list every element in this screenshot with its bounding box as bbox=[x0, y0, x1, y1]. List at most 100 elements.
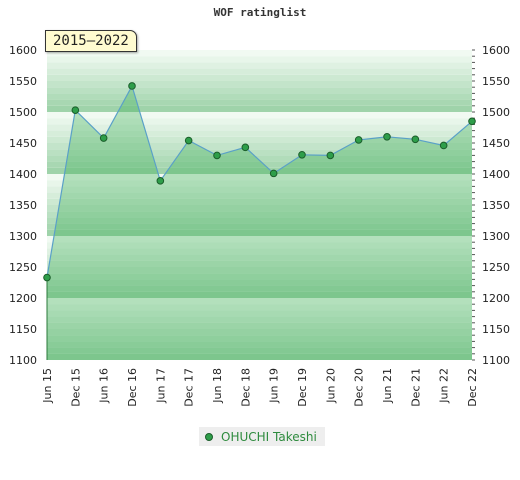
x-tick-label: Dec 16 bbox=[126, 368, 139, 407]
legend[interactable]: OHUCHI Takeshi bbox=[199, 427, 325, 446]
x-tick-label: Dec 20 bbox=[353, 368, 366, 407]
y-tick-label-left: 1450 bbox=[9, 137, 37, 150]
x-axis: Jun 15 Dec 15 Jun 16 Dec 16 Jun 17 Dec 17 Jun … bbox=[41, 368, 479, 407]
background-band bbox=[47, 273, 472, 280]
data-point[interactable] bbox=[439, 141, 448, 150]
background-band bbox=[47, 174, 472, 181]
background-band bbox=[47, 68, 472, 75]
x-tick-label: Dec 22 bbox=[466, 368, 479, 407]
background-band bbox=[47, 291, 472, 298]
background-band bbox=[47, 353, 472, 360]
background-band bbox=[47, 118, 472, 125]
background-band bbox=[47, 81, 472, 88]
data-point[interactable] bbox=[184, 136, 193, 145]
y-tick-label-right: 1450 bbox=[482, 137, 510, 150]
x-tick-label: Jun 15 bbox=[41, 368, 54, 404]
background-band bbox=[47, 50, 472, 57]
data-point[interactable] bbox=[99, 134, 108, 142]
minor-ticks bbox=[472, 49, 475, 361]
background-band bbox=[47, 285, 472, 292]
y-tick-label-right: 1200 bbox=[482, 292, 510, 305]
background-band bbox=[47, 298, 472, 305]
y-tick-label-right: 1500 bbox=[482, 106, 510, 119]
y-tick-label-right: 1400 bbox=[482, 168, 510, 181]
background-band bbox=[47, 304, 472, 311]
period-badge: 2015–2022 bbox=[45, 30, 137, 52]
x-tick-label: Jun 17 bbox=[154, 368, 167, 404]
y-tick-label-left: 1600 bbox=[9, 44, 37, 57]
background-band bbox=[47, 254, 472, 261]
background-band bbox=[47, 112, 472, 119]
background-band bbox=[47, 316, 472, 323]
data-point[interactable] bbox=[468, 117, 476, 126]
data-points bbox=[43, 82, 476, 282]
data-point[interactable] bbox=[128, 82, 136, 90]
x-tick-label: Jun 18 bbox=[211, 368, 224, 404]
y-tick-label-right: 1250 bbox=[482, 261, 510, 274]
background-band bbox=[47, 149, 472, 156]
y-tick-label-right: 1150 bbox=[482, 323, 510, 336]
background-band bbox=[47, 99, 472, 106]
data-point[interactable] bbox=[43, 273, 51, 282]
background-band bbox=[47, 205, 472, 212]
background-band bbox=[47, 267, 472, 274]
x-tick-label: Dec 15 bbox=[69, 368, 82, 407]
data-point[interactable] bbox=[383, 133, 391, 141]
background-band bbox=[47, 136, 472, 143]
background-band bbox=[47, 198, 472, 205]
x-tick-label: Jun 22 bbox=[438, 368, 451, 404]
background-band bbox=[47, 124, 472, 131]
background-band bbox=[47, 93, 472, 100]
background-band bbox=[47, 211, 472, 218]
data-point[interactable] bbox=[71, 106, 80, 114]
background-band bbox=[47, 229, 472, 236]
background-band bbox=[47, 329, 472, 336]
x-tick-label: Dec 21 bbox=[409, 368, 422, 407]
y-tick-label-right: 1600 bbox=[482, 44, 510, 57]
y-tick-label-right: 1300 bbox=[482, 230, 510, 243]
x-tick-label: Dec 18 bbox=[239, 368, 252, 407]
y-axis-left: 1100 1150 1200 1250 1300 1350 1400 1450 1500 1550… bbox=[9, 44, 37, 367]
x-tick-label: Jun 21 bbox=[381, 368, 394, 404]
x-tick-label: Dec 19 bbox=[296, 368, 309, 407]
background-band bbox=[47, 105, 472, 112]
data-point[interactable] bbox=[298, 150, 306, 159]
data-point[interactable] bbox=[156, 177, 165, 185]
y-tick-label-left: 1400 bbox=[9, 168, 37, 181]
data-point[interactable] bbox=[213, 151, 221, 160]
data-point[interactable] bbox=[241, 143, 250, 152]
rating-area bbox=[47, 86, 472, 360]
y-tick-label-left: 1250 bbox=[9, 261, 37, 274]
background-band bbox=[47, 347, 472, 354]
background-band bbox=[47, 62, 472, 69]
y-tick-label-left: 1100 bbox=[9, 354, 37, 367]
background-band bbox=[47, 130, 472, 137]
y-tick-label-right: 1100 bbox=[482, 354, 510, 367]
y-tick-label-left: 1200 bbox=[9, 292, 37, 305]
background-band bbox=[47, 322, 472, 329]
background-band bbox=[47, 217, 472, 224]
background-band bbox=[47, 180, 472, 187]
y-tick-label-left: 1350 bbox=[9, 199, 37, 212]
data-point[interactable] bbox=[411, 135, 420, 144]
background-band bbox=[47, 161, 472, 168]
y-tick-label-right: 1550 bbox=[482, 75, 510, 88]
data-point[interactable] bbox=[354, 136, 363, 144]
y-tick-label-left: 1550 bbox=[9, 75, 37, 88]
background-band bbox=[47, 279, 472, 286]
data-point[interactable] bbox=[326, 151, 335, 160]
x-tick-label: Jun 20 bbox=[324, 368, 337, 404]
background-band bbox=[47, 260, 472, 267]
background-band bbox=[47, 223, 472, 230]
x-tick-label: Dec 17 bbox=[183, 368, 196, 407]
background-band bbox=[47, 335, 472, 342]
data-point[interactable] bbox=[269, 169, 278, 178]
background-band bbox=[47, 74, 472, 81]
background-band bbox=[47, 242, 472, 249]
chart-title: WOF ratinglist bbox=[213, 6, 307, 19]
background-band bbox=[47, 87, 472, 94]
background-band bbox=[47, 341, 472, 348]
legend-label: OHUCHI Takeshi bbox=[221, 429, 317, 444]
y-tick-label-left: 1500 bbox=[9, 106, 37, 119]
